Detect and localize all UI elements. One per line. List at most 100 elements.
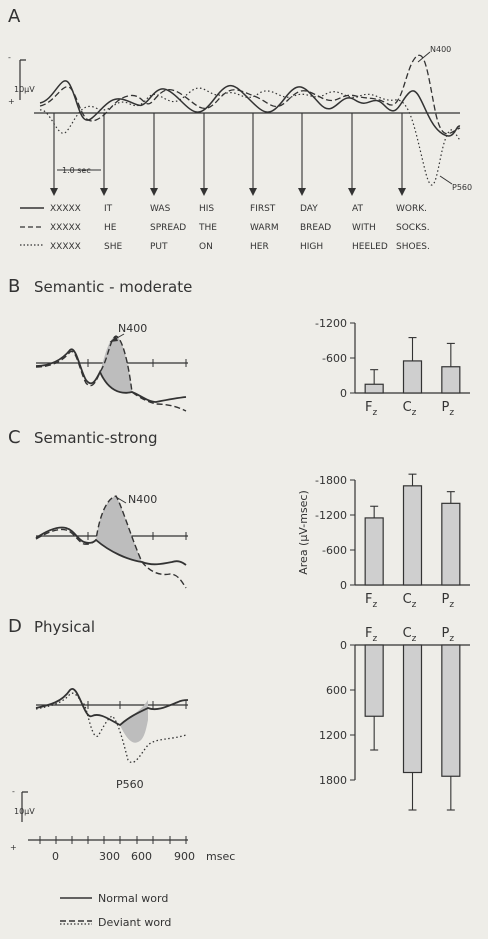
- bar: [365, 384, 383, 393]
- sentence-2-word: WARM: [250, 223, 279, 233]
- sentence-1-word: AT: [352, 204, 363, 214]
- panel-b-letter: B: [8, 276, 20, 297]
- sentence-2-word: WITH: [352, 223, 376, 233]
- bar-chart-b: -1200 -600 0 Fz Cz Pz: [315, 317, 470, 418]
- bar: [365, 645, 383, 716]
- bar: [442, 367, 460, 393]
- bar: [404, 361, 422, 393]
- sentence-3-word: PUT: [150, 242, 168, 252]
- time-unit-label: msec: [206, 850, 235, 863]
- bar-category-label: Pz: [442, 626, 455, 644]
- sentence-1-word: DAY: [300, 204, 318, 214]
- bar-category-subscript: z: [373, 408, 378, 418]
- sentence-1-word: FIRST: [250, 204, 276, 214]
- bar-category-label: Fz: [365, 626, 377, 644]
- sentence-2-word: XXXXX: [50, 223, 81, 233]
- panel-a-scale-minus: -: [8, 53, 11, 62]
- sentence-3-word: HIGH: [300, 242, 323, 252]
- panel-a-wave-dotted: [40, 88, 460, 185]
- sentence-3-word: SHOES.: [396, 242, 430, 252]
- bar: [442, 503, 460, 585]
- sentence-3-word: HEELED: [352, 242, 388, 252]
- bar-y-tick-label: 0: [340, 639, 347, 652]
- panel-a-n400-label: N400: [430, 45, 451, 54]
- bar-category-subscript: z: [373, 600, 378, 610]
- panel-c-letter: C: [8, 427, 21, 448]
- panel-c-title: Semantic-strong: [34, 429, 158, 447]
- panel-a-scale-bar: [20, 60, 26, 100]
- bar-chart-c: -1800 -1200 -600 0 Area (μV-msec) Fz Cz Pz: [297, 474, 470, 610]
- panel-d-wave-deviant: [36, 693, 186, 762]
- panel-d-title: Physical: [34, 618, 95, 636]
- bar: [404, 645, 422, 773]
- bar-y-tick-label: -1800: [315, 474, 347, 487]
- panel-b-n400-label: N400: [118, 322, 147, 335]
- sentence-2-word: THE: [198, 223, 217, 233]
- sentence-1-word: XXXXX: [50, 204, 81, 214]
- bar-y-tick-label: -600: [322, 544, 347, 557]
- bar-y-tick-label: 600: [326, 684, 347, 697]
- time-tick-label: 300: [99, 850, 120, 863]
- voltage-scale-minus: -: [12, 787, 15, 796]
- bar-category-label: Cz: [403, 592, 417, 610]
- bar-y-tick-label: -600: [322, 352, 347, 365]
- bar-category-subscript: z: [449, 600, 454, 610]
- bar-category-label: Pz: [442, 400, 455, 418]
- bar: [442, 645, 460, 776]
- sentence-words: XXXXX IT WAS HIS FIRST DAY AT WORK. XXXX…: [50, 204, 430, 252]
- time-tick-label: 0: [52, 850, 59, 863]
- bar-y-tick-label: 0: [340, 579, 347, 592]
- bar-category-subscript: z: [449, 634, 454, 644]
- panel-a-interval-label: 1.0 sec: [62, 166, 91, 175]
- bar-y-tick-label: 1800: [319, 774, 347, 787]
- bar-category-subscript: z: [412, 634, 417, 644]
- sentence-3-word: XXXXX: [50, 242, 81, 252]
- bar-y-tick-label: -1200: [315, 317, 347, 330]
- sentence-2-word: SOCKS.: [396, 223, 430, 233]
- voltage-scale-label: 10μV: [14, 807, 35, 816]
- sentence-1-word: WAS: [150, 204, 171, 214]
- bar: [365, 518, 383, 585]
- time-tick-label: 600: [131, 850, 152, 863]
- bar-y-tick-label: 0: [340, 387, 347, 400]
- panel-a-arrow-heads: [50, 188, 406, 196]
- panel-a-scale-plus: +: [8, 97, 15, 106]
- panel-b-title: Semantic - moderate: [34, 278, 192, 296]
- legend-label-normal: Normal word: [98, 892, 168, 905]
- bar-y-tick-label: -1200: [315, 509, 347, 522]
- panel-a-n400-pointer: [418, 52, 430, 62]
- bar: [404, 486, 422, 585]
- sentence-2-word: SPREAD: [150, 223, 186, 233]
- sentence-3-word: SHE: [104, 242, 122, 252]
- sentence-1-word: HIS: [199, 204, 214, 214]
- bar-y-tick-label: 1200: [319, 729, 347, 742]
- bar-chart-d: 0 600 1200 1800 Fz Cz Pz: [319, 626, 470, 810]
- bar-category-subscript: z: [412, 600, 417, 610]
- sentence-3-word: ON: [199, 242, 213, 252]
- panel-c-n400-label: N400: [128, 493, 157, 506]
- panel-a-p560-label: P560: [452, 183, 472, 192]
- sentence-2-word: HE: [104, 223, 117, 233]
- bar-category-subscript: z: [449, 408, 454, 418]
- sentence-1-word: WORK.: [396, 204, 427, 214]
- legend-label-deviant: Deviant word: [98, 916, 171, 929]
- bar-category-subscript: z: [373, 634, 378, 644]
- panel-d-p560-label: P560: [116, 778, 144, 791]
- panel-a-wave-dashed: [40, 55, 460, 133]
- voltage-scale-plus: +: [10, 843, 17, 852]
- panel-a-wave-solid: [40, 81, 460, 136]
- bar-category-label: Pz: [442, 592, 455, 610]
- time-tick-label: 900: [174, 850, 195, 863]
- bar-category-label: Fz: [365, 592, 377, 610]
- sentence-2-word: BREAD: [300, 223, 331, 233]
- panel-a-letter: A: [8, 6, 21, 27]
- sentence-1-word: IT: [104, 204, 113, 214]
- bar-category-label: Cz: [403, 400, 417, 418]
- panel-a-p560-pointer: [440, 176, 452, 184]
- panel-d-letter: D: [8, 616, 22, 637]
- bar-category-label: Fz: [365, 400, 377, 418]
- bar-category-subscript: z: [412, 408, 417, 418]
- bar-category-label: Cz: [403, 626, 417, 644]
- bar-y-axis-label: Area (μV-msec): [297, 490, 310, 575]
